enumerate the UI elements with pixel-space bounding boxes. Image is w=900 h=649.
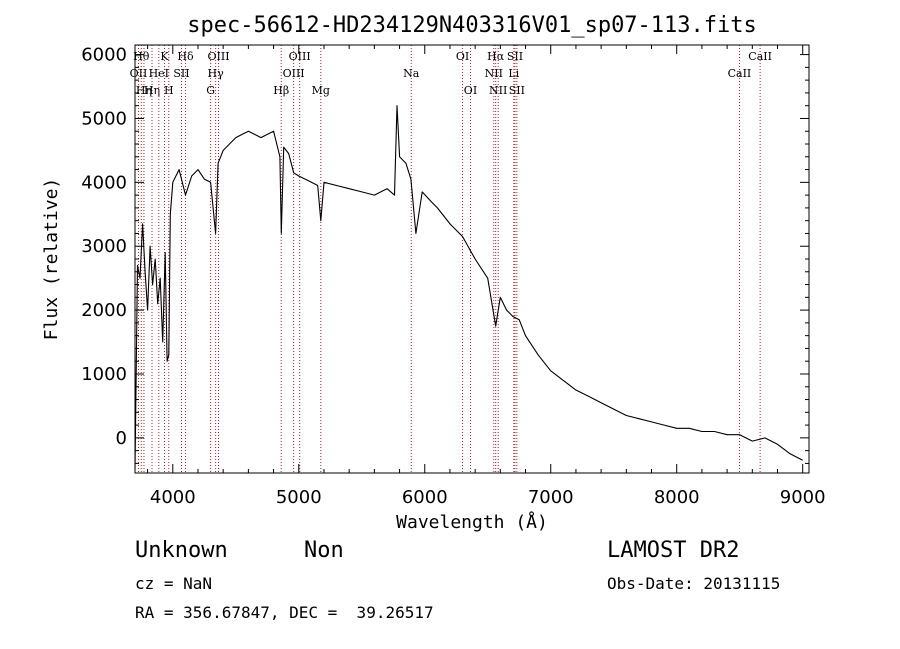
line-label: Hα [487,50,505,63]
line-label: Hγ [208,67,225,80]
spectrum-line [134,105,803,470]
y-tick-label: 4000 [81,172,127,193]
x-tick-label: 9000 [780,487,826,508]
y-tick-label: 2000 [81,300,127,321]
survey-name: LAMOST DR2 [607,538,740,563]
line-label: OI [456,50,469,63]
line-label: Hθ [133,50,150,63]
cz-value: cz = NaN [135,574,213,593]
x-tick-label: 7000 [528,487,574,508]
line-label: CaII [748,50,772,63]
y-axis-label: Flux (relative) [41,178,62,341]
line-label: OII [130,67,148,80]
obs-date: Obs-Date: 20131115 [607,574,781,593]
line-label: H [164,84,174,97]
line-label: OIII [289,50,311,63]
x-tick-label: 8000 [654,487,700,508]
spectrum-layer [134,105,803,470]
line-label: OIII [207,50,229,63]
x-tick-label: 6000 [402,487,448,508]
plot-frame [134,44,810,474]
y-tick-label: 5000 [81,108,127,129]
x-tick-label: 5000 [276,487,322,508]
line-label: NII [489,84,507,97]
line-label: SII [173,67,189,80]
line-label: Hβ [273,84,289,97]
line-label: Hη [136,84,152,97]
line-label: OIII [283,67,305,80]
line-label: NII [485,67,503,80]
line-label: Na [403,67,420,80]
y-tick-label: 6000 [81,45,127,66]
line-label: SII [507,50,523,63]
line-label: Hη [144,84,160,97]
line-label: SII [509,84,525,97]
x-axis-label: Wavelength (Å) [396,511,548,533]
object-name: Unknown [135,538,228,563]
line-label: OI [464,84,477,97]
line-label: Li [508,67,519,80]
axes-layer: 4000 5000 6000 7000 8000 9000 0 1000 2000 3000 400… [81,45,825,508]
coordinates: RA = 356.67847, DEC = 39.26517 [135,603,434,622]
line-label: K [160,50,169,63]
line-label: Mg [312,84,330,97]
line-label: HeI [149,67,169,80]
line-label: Hδ [177,50,194,63]
line-label: CaII [728,67,752,80]
chart-title: spec-56612-HD234129N403316V01_sp07-113.f… [187,13,757,38]
y-tick-label: 1000 [81,364,127,385]
x-tick-label: 4000 [150,487,196,508]
y-tick-label: 3000 [81,236,127,257]
y-tick-label: 0 [116,428,127,449]
class-name: Non [304,538,344,563]
line-label: G [206,84,215,97]
